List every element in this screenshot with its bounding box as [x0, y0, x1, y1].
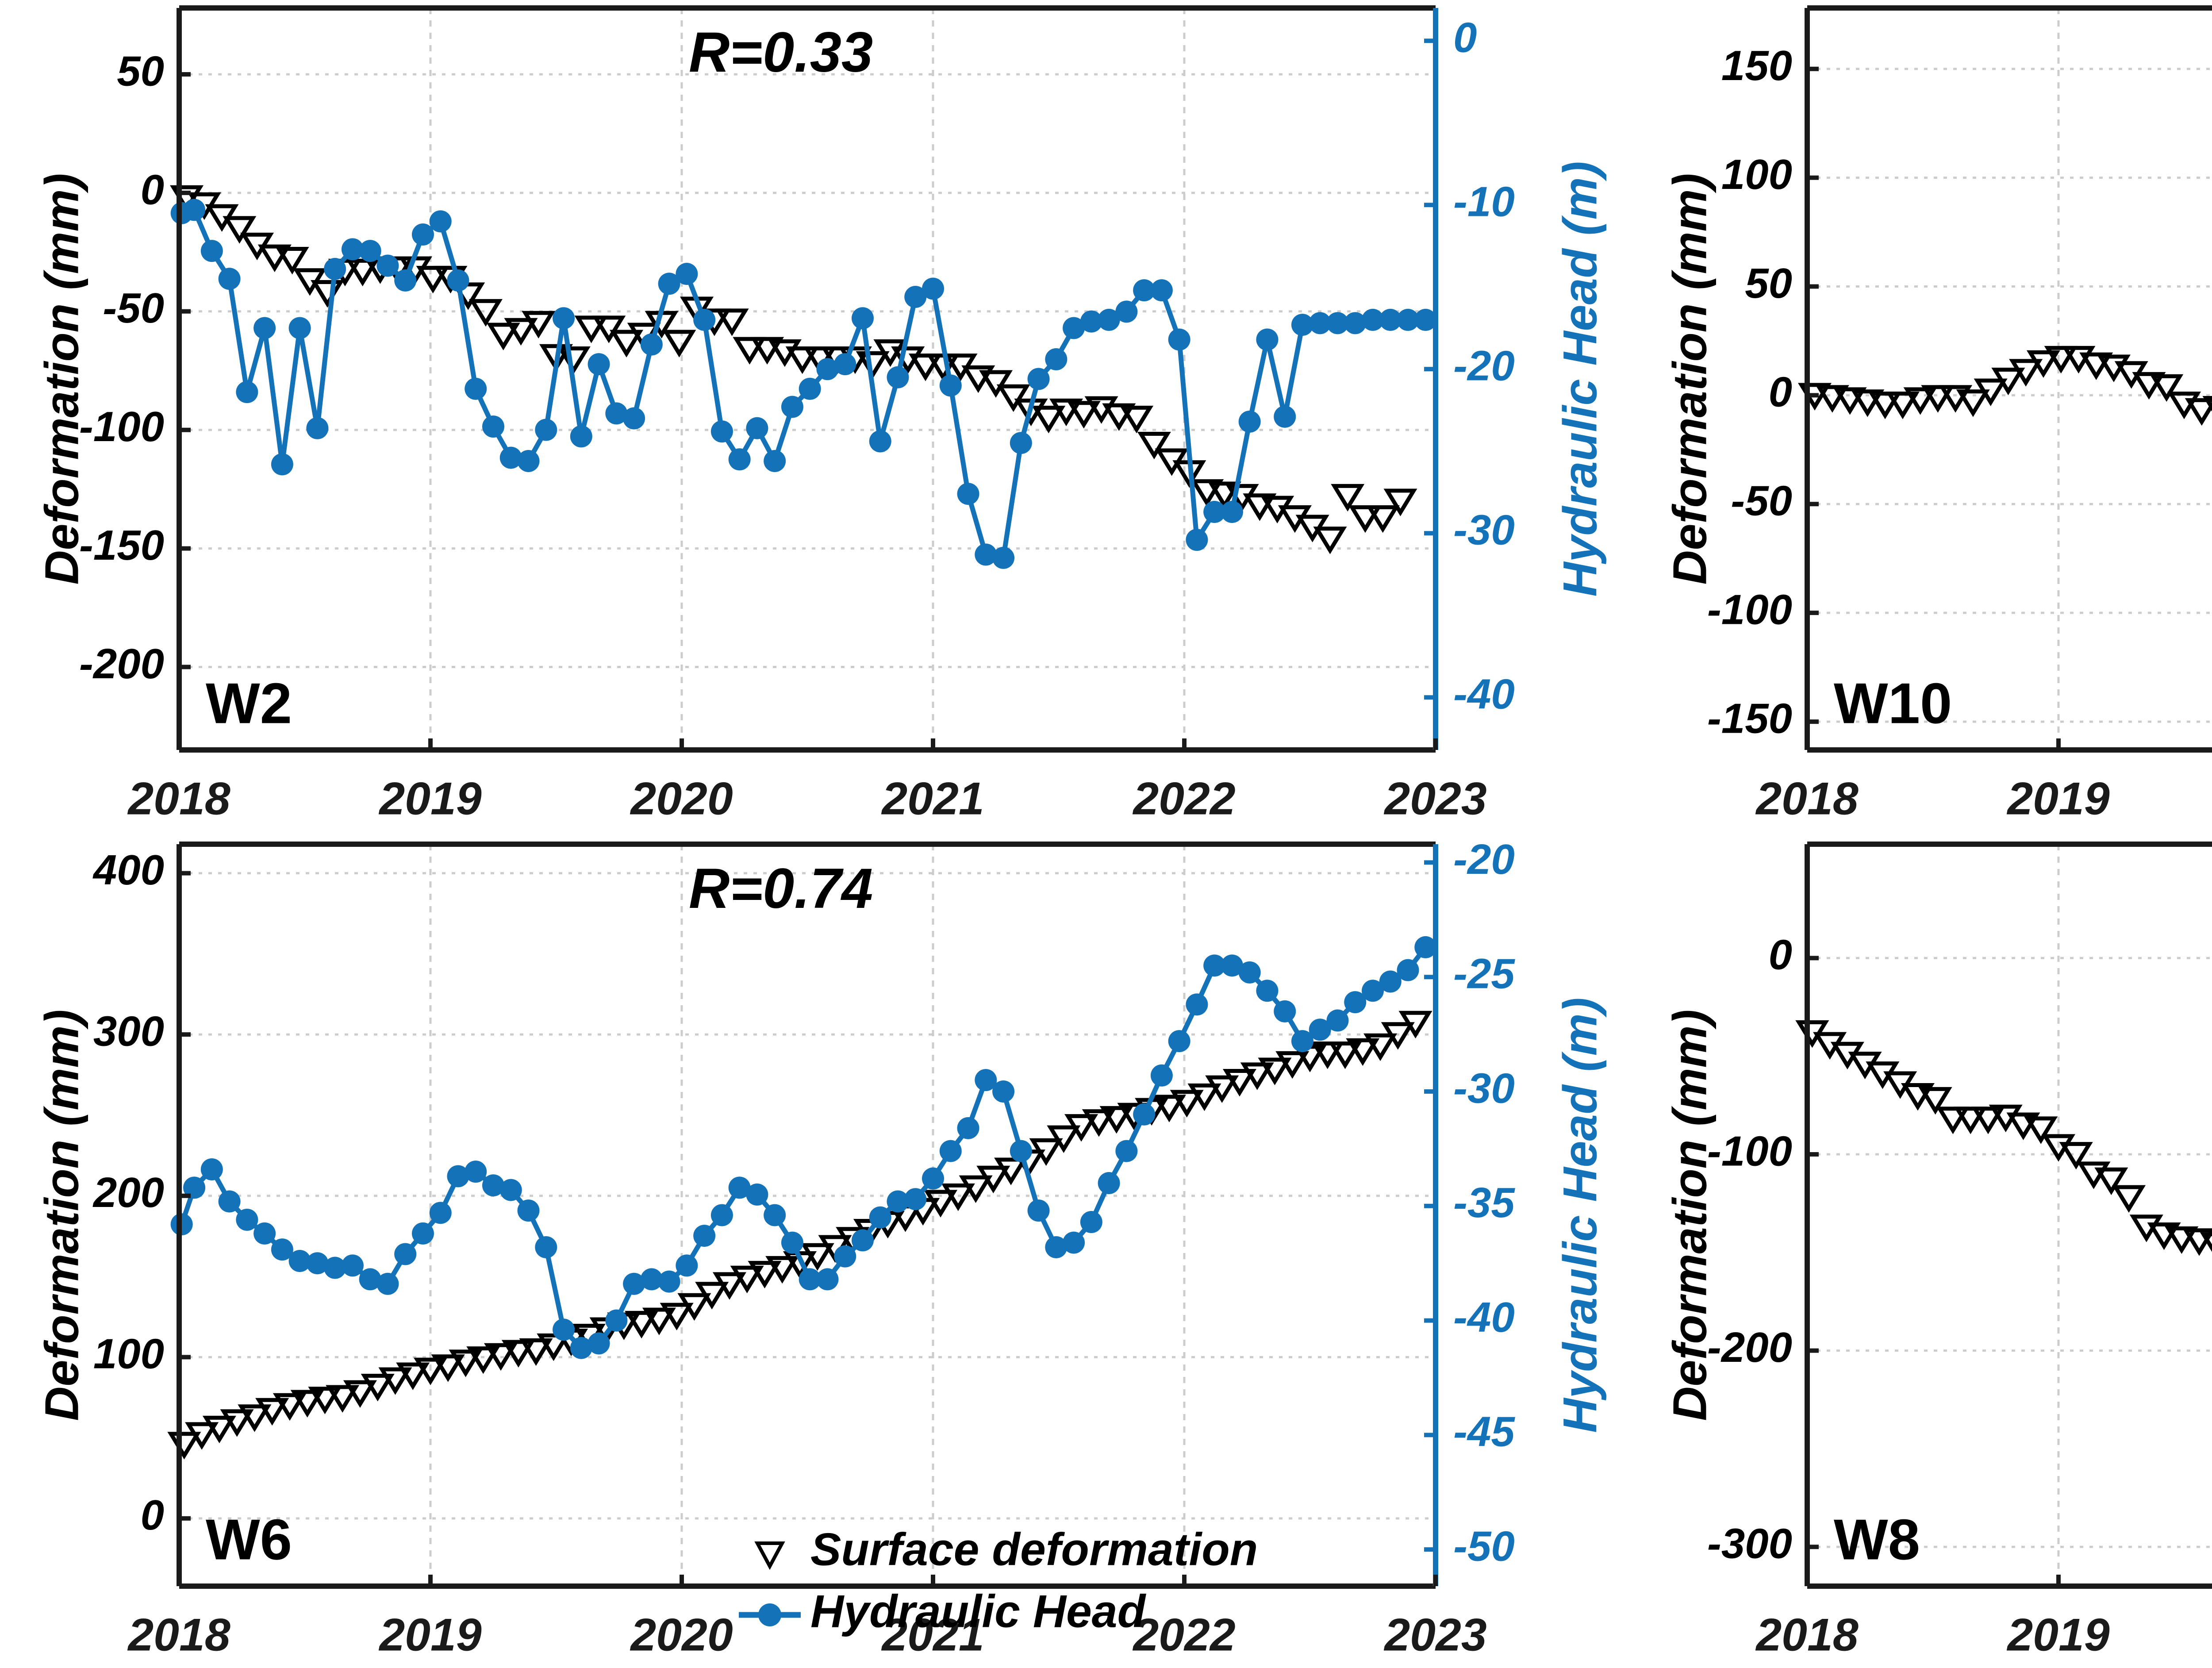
x-tick-label: 2021: [881, 1609, 984, 1660]
y2-tick-label: -25: [1453, 950, 1515, 998]
y2-tick-label: -35: [1453, 1179, 1515, 1226]
series-hydraulic-head: [170, 936, 1437, 1359]
axes-frame: [177, 5, 1438, 753]
y2-tick-label: -10: [1453, 178, 1515, 226]
y2-tick-label: 0: [1453, 14, 1477, 61]
y-tick-label: 0: [141, 166, 164, 213]
series-surface-deformation: [167, 1011, 1432, 1460]
well-label: W8: [1834, 1507, 1920, 1572]
well-label: W10: [1834, 671, 1952, 735]
y-tick-label: -100: [1707, 586, 1792, 634]
y-tick-label: -100: [1707, 1127, 1792, 1175]
chart-w10: 150100500-50-100-150-10-20-30-40-50-6020…: [1663, 5, 2212, 824]
panel-w10: 150100500-50-100-150-10-20-30-40-50-6020…: [1628, 0, 2212, 832]
x-tick-label: 2023: [1383, 1609, 1486, 1660]
panel-w8: 0-100-200-300-40-60-80-10020182019202020…: [1628, 836, 2212, 1668]
x-tick-label: 2018: [1755, 773, 1859, 824]
x-tick-label: 2019: [378, 1609, 482, 1660]
y2-tick-label: -40: [1453, 1294, 1515, 1341]
legend-label-surface-deformation: Surface deformation: [810, 1524, 1258, 1575]
y2-tick-label: -20: [1453, 342, 1515, 390]
x-tick-label: 2019: [2006, 773, 2110, 824]
y2-tick-label: -30: [1453, 507, 1515, 554]
y-tick-label: 0: [141, 1491, 164, 1539]
well-label: W6: [206, 1507, 292, 1572]
y2-tick-label: -50: [1453, 1523, 1515, 1570]
tick-labels: 400 300 200 100 0 -20 -25 -30 -35 -40 -45 -50 2018 20…: [92, 836, 1516, 1660]
well-label: W2: [206, 671, 292, 735]
x-tick-label: 2022: [1132, 1609, 1235, 1660]
legend-label-hydraulic-head: Hydraulic Head: [810, 1586, 1147, 1637]
y-axis-title: Deformation (mm): [35, 1009, 88, 1421]
tick-labels: 0-100-200-300-40-60-80-10020182019202020…: [1707, 931, 2110, 1661]
y-tick-label: 300: [93, 1008, 164, 1055]
x-tick-label: 2018: [1755, 1609, 1859, 1660]
y-tick-label: -150: [1707, 695, 1792, 742]
y-tick-label: 0: [1769, 931, 1792, 979]
x-tick-label: 2022: [1132, 773, 1235, 824]
tick-labels: 50 0 -50 -100 -150 -200 0 -10 -20 -30 -40 2018 2019 2…: [79, 14, 1515, 825]
y-tick-label: 400: [92, 846, 164, 894]
correlation-label: R=0.33: [689, 21, 873, 84]
x-tick-label: 2019: [2006, 1609, 2110, 1660]
y2-tick-label: -30: [1453, 1065, 1515, 1112]
legend: Surface deformation Hydraulic Head: [739, 1524, 1258, 1637]
y-tick-label: -50: [1731, 477, 1792, 525]
x-tick-label: 2021: [881, 773, 984, 824]
y-tick-label: -100: [79, 403, 164, 450]
axes-frame: [1805, 842, 2212, 1589]
x-tick-label: 2018: [127, 773, 230, 824]
y-tick-label: 50: [1745, 260, 1792, 307]
axes-frame: [1805, 5, 2212, 753]
y-tick-label: 50: [117, 47, 164, 95]
chart-w8: 0-100-200-300-40-60-80-10020182019202020…: [1663, 842, 2212, 1661]
correlation-label: R=0.74: [689, 857, 873, 920]
x-tick-label: 2020: [630, 773, 733, 824]
series-hydraulic-head: [170, 199, 1437, 569]
y-tick-label: -50: [103, 284, 164, 332]
y-tick-label: -200: [79, 640, 164, 688]
y-tick-label: -300: [1707, 1520, 1792, 1568]
gridlines: [1807, 8, 2212, 750]
axes-frame: [177, 842, 1438, 1589]
chart-w2: 50 0 -50 -100 -150 -200 0 -10 -20 -30 -40 2018 2019 2…: [35, 5, 1607, 825]
y-tick-label: -150: [79, 522, 164, 569]
chart-w6: 400 300 200 100 0 -20 -25 -30 -35 -40 -45 -50 2018 20…: [35, 836, 1607, 1660]
x-tick-label: 2020: [630, 1609, 733, 1660]
x-tick-label: 2018: [127, 1609, 230, 1660]
y2-axis-title: Hydraulic Head (m): [1553, 161, 1607, 596]
x-tick-label: 2019: [378, 773, 482, 824]
y-tick-label: 100: [93, 1330, 164, 1378]
y-axis-title: Deformation (mm): [35, 173, 88, 584]
y-axis-title: Deformation (mm): [1663, 173, 1717, 584]
y-axis-title: Deformation (mm): [1663, 1009, 1717, 1421]
y2-tick-label: -45: [1453, 1408, 1515, 1456]
gridlines: [179, 844, 1436, 1586]
y2-tick-label: -20: [1453, 836, 1515, 883]
panel-w2: 50 0 -50 -100 -150 -200 0 -10 -20 -30 -40 2018 2019 2…: [0, 0, 1624, 832]
panel-w6: 400 300 200 100 0 -20 -25 -30 -35 -40 -45 -50 2018 20…: [0, 836, 1624, 1668]
tick-labels: 150100500-50-100-150-10-20-30-40-50-6020…: [1707, 42, 2110, 824]
series-surface-deformation: [1795, 1020, 2212, 1256]
y2-axis-title: Hydraulic Head (m): [1553, 997, 1607, 1433]
y-tick-label: 100: [1721, 151, 1792, 198]
x-tick-label: 2023: [1383, 773, 1486, 824]
y2-tick-label: -40: [1453, 671, 1515, 718]
y-tick-label: 150: [1721, 42, 1792, 89]
y-tick-label: -200: [1707, 1324, 1792, 1371]
y-tick-label: 200: [92, 1169, 164, 1216]
y-tick-label: 0: [1769, 369, 1792, 416]
series-surface-deformation: [1798, 346, 2212, 426]
